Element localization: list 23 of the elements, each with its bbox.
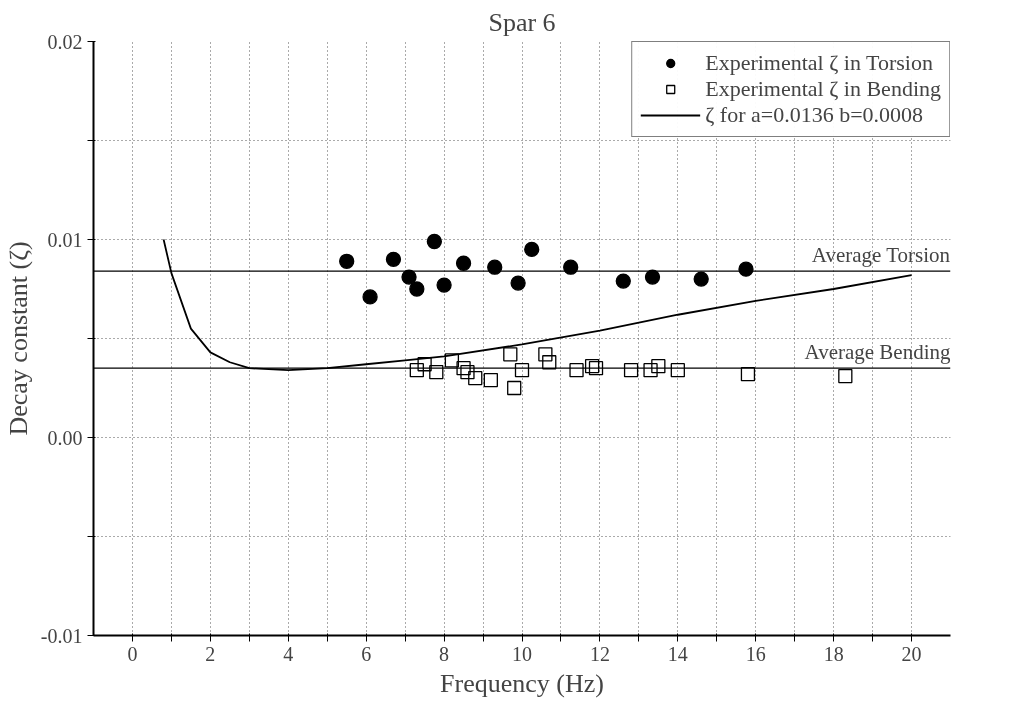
x-tick-label: 18 [823, 642, 844, 665]
y-tick-label: 0.01 [47, 228, 83, 251]
y-tick-label: 0.00 [47, 426, 83, 449]
x-tick-label: 12 [589, 642, 610, 665]
x-tick-label: 4 [283, 642, 294, 665]
x-tick-label: 10 [512, 642, 532, 665]
x-tick-label: 6 [361, 642, 372, 665]
ref-line-label: Average Bending [804, 340, 951, 365]
x-tick-label: 0 [127, 642, 138, 665]
x-tick-label: 20 [901, 642, 922, 665]
ref-line-label: Average Torsion [811, 243, 951, 268]
legend-label: Experimental ζ in Bending [705, 76, 941, 102]
x-tick-label: 2 [205, 642, 216, 665]
x-tick-label: 16 [745, 642, 766, 665]
x-tick-label: 14 [667, 642, 688, 665]
y-tick-label: -0.01 [40, 624, 83, 647]
x-tick-label: 8 [439, 642, 450, 665]
y-axis-title: Decay constant (ζ) [3, 241, 33, 436]
chart-title: Spar 6 [488, 7, 556, 37]
legend-label: ζ for a=0.0136 b=0.0008 [705, 102, 924, 128]
x-axis-title: Frequency (Hz) [440, 668, 604, 698]
y-tick-label: 0.02 [47, 30, 83, 53]
legend-label: Experimental ζ in Torsion [705, 50, 933, 76]
